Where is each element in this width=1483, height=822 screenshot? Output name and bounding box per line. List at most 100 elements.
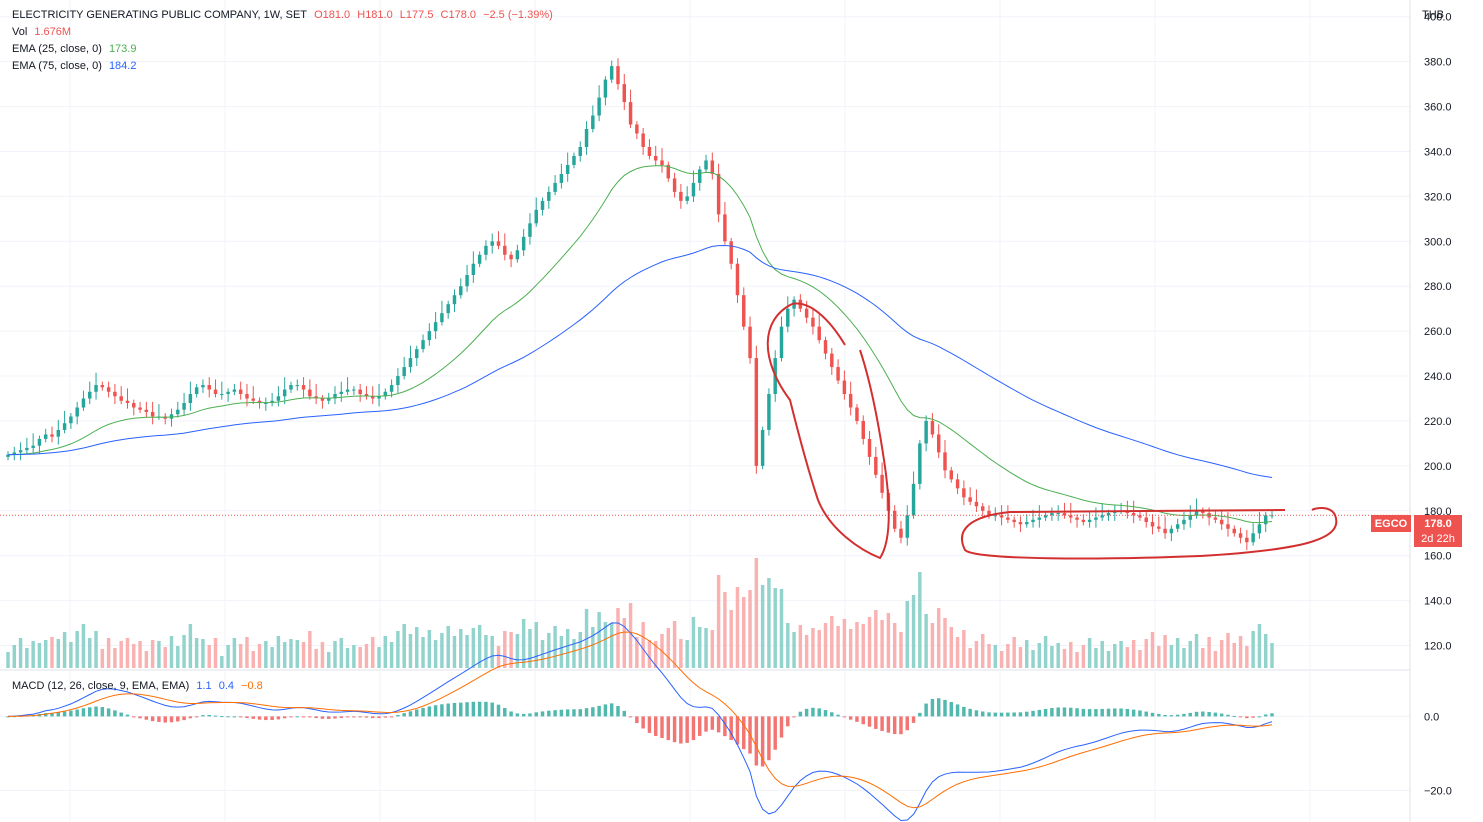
- macd-histogram-bar: [1163, 715, 1167, 717]
- candle: [949, 470, 954, 480]
- macd-histogram-bar: [911, 716, 916, 723]
- volume-bar: [1062, 649, 1067, 668]
- volume-bar: [691, 617, 696, 668]
- volume-bar: [251, 651, 255, 668]
- volume-bar: [119, 641, 123, 668]
- volume-bar: [1119, 641, 1123, 668]
- candle: [842, 380, 847, 395]
- ema25-line: [7, 165, 1273, 524]
- volume-bar: [836, 626, 840, 668]
- volume-bar: [830, 616, 834, 668]
- volume-bar: [874, 610, 878, 668]
- candle: [257, 400, 262, 404]
- macd-histogram-bar: [597, 705, 601, 717]
- candle: [918, 443, 922, 484]
- ticker-badge-text: EGCO: [1375, 518, 1408, 530]
- candle: [1087, 519, 1092, 523]
- candle: [12, 452, 17, 455]
- candle: [408, 358, 413, 368]
- macd-histogram-bar: [1169, 715, 1174, 717]
- low-value: L177.5: [399, 9, 434, 21]
- candle: [811, 317, 815, 327]
- volume-bar: [1069, 642, 1073, 668]
- volume-bar: [138, 641, 142, 668]
- volume-bar: [1245, 646, 1249, 668]
- annotation-downtrend-top: [791, 302, 846, 346]
- volume-bar: [56, 639, 61, 668]
- volume-bar: [1018, 647, 1023, 668]
- candle: [1194, 510, 1199, 516]
- volume-bar: [415, 627, 419, 668]
- macd-histogram-bar: [547, 710, 551, 717]
- macd-histogram-bar: [308, 716, 312, 718]
- volume-legend: Vol 1.676M: [12, 26, 75, 38]
- volume-bar: [924, 614, 928, 668]
- volume-bar: [798, 625, 803, 668]
- macd-histogram-bar: [1125, 708, 1130, 717]
- candle: [314, 396, 318, 399]
- macd-histogram-bar: [408, 711, 413, 717]
- volume-bar: [1182, 648, 1186, 668]
- candle: [471, 263, 476, 275]
- macd-histogram-bar: [666, 716, 671, 741]
- macd-histogram-bar: [867, 716, 872, 727]
- macd-histogram-bar: [559, 709, 564, 717]
- volume-bar: [226, 645, 230, 668]
- macd-histogram-bar: [698, 716, 702, 736]
- macd-histogram-bar: [1251, 716, 1255, 718]
- volume-bar: [31, 641, 35, 668]
- macd-histogram-bar: [1226, 714, 1230, 717]
- macd-histogram-bar: [1150, 712, 1155, 717]
- volume-bar: [1012, 637, 1016, 668]
- volume-bar: [679, 639, 683, 668]
- candle: [496, 241, 501, 246]
- macd-histogram-bar: [804, 708, 809, 717]
- candle: [389, 385, 394, 392]
- candle: [1245, 537, 1249, 543]
- volume-bar: [44, 640, 48, 668]
- candle: [584, 129, 589, 147]
- macd-histogram-bar: [1144, 711, 1148, 717]
- volume-bar: [301, 642, 306, 668]
- volume-bar: [377, 647, 381, 668]
- volume-bar: [729, 610, 733, 668]
- candle: [628, 102, 633, 125]
- candle: [1169, 528, 1174, 534]
- candle: [308, 389, 312, 397]
- candle: [446, 304, 450, 314]
- candle: [723, 214, 727, 242]
- volume-bar: [628, 603, 633, 668]
- volume-bar: [710, 630, 715, 668]
- candle: [622, 84, 627, 103]
- ticker-badge[interactable]: EGCO: [1371, 515, 1411, 532]
- candle: [1006, 517, 1010, 520]
- candle: [924, 420, 928, 444]
- volume-bar: [622, 618, 627, 668]
- price-tick-label: 160.0: [1424, 551, 1452, 563]
- volume-bar: [352, 645, 356, 668]
- macd-histogram-bar: [1056, 707, 1060, 717]
- volume-bar: [1238, 636, 1243, 668]
- macd-histogram-bar: [528, 713, 532, 717]
- signal-value: 0.4: [218, 680, 234, 692]
- candle: [603, 79, 608, 98]
- macd-histogram-bar: [182, 716, 186, 721]
- volume-bar: [842, 619, 847, 668]
- macd-histogram-bar: [974, 710, 979, 717]
- macd-histogram-bar: [465, 702, 469, 717]
- candle: [226, 391, 230, 395]
- macd-histogram-bar: [144, 716, 149, 720]
- volume-bar: [792, 632, 796, 668]
- ema75-label: EMA (75, close, 0): [12, 60, 102, 72]
- candle: [779, 326, 784, 359]
- volume-bar: [358, 647, 362, 668]
- volume-bar: [999, 651, 1004, 668]
- volume-bar: [1131, 640, 1136, 668]
- macd-histogram-bar: [289, 716, 293, 718]
- chart-grid: [0, 0, 1410, 822]
- volume-bar: [1050, 646, 1054, 668]
- macd-histogram-bar: [786, 716, 790, 727]
- macd-histogram-bar: [899, 716, 903, 735]
- candle: [371, 396, 375, 399]
